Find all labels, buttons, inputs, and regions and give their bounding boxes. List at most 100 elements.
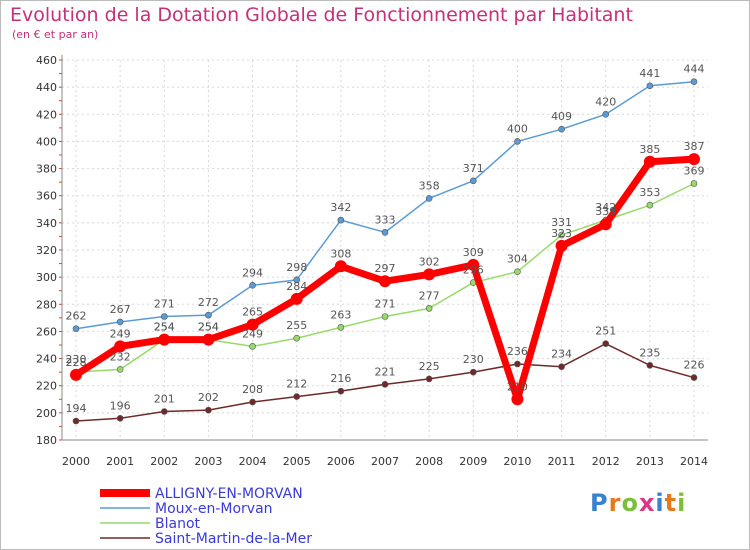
point-saint-martin-de-la-mer-2008 [425,375,433,383]
label-blanot-2012: 342 [595,201,616,214]
label-blanot-2005: 255 [286,319,307,332]
label-blanot-2006: 263 [330,308,351,321]
point-saint-martin-de-la-mer-2013 [646,362,654,369]
x-tick-2010: 2010 [503,455,531,468]
label-blanot-2003: 254 [198,321,219,334]
y-tick-220: 220 [36,380,57,393]
x-tick-2011: 2011 [548,455,576,468]
label-alligny-en-morvan-2007: 297 [375,262,396,275]
y-tick-380: 380 [36,163,57,176]
point-alligny-en-morvan-2002 [158,333,171,346]
point-alligny-en-morvan-2012 [599,218,612,231]
x-tick-2007: 2007 [371,455,399,468]
label-moux-en-morvan-2006: 342 [330,201,351,214]
label-saint-martin-de-la-mer-2011: 234 [551,348,572,361]
point-alligny-en-morvan-2008 [423,268,436,281]
point-moux-en-morvan-2004 [249,281,256,289]
y-tick-240: 240 [36,353,57,366]
point-alligny-en-morvan-2001 [114,340,127,353]
y-tick-400: 400 [36,135,57,148]
point-blanot-2007 [381,313,389,320]
label-saint-martin-de-la-mer-2008: 225 [419,360,440,373]
logo-letter: t [664,489,678,517]
point-alligny-en-morvan-2000 [70,368,82,381]
label-moux-en-morvan-2001: 267 [110,303,131,316]
label-moux-en-morvan-2007: 333 [375,213,396,226]
label-moux-en-morvan-2009: 371 [463,162,484,175]
label-alligny-en-morvan-2010: 210 [507,380,528,393]
y-tick-180: 180 [36,434,57,447]
legend: ALLIGNY-EN-MORVANMoux-en-MorvanBlanotSai… [100,486,312,547]
point-moux-en-morvan-2007 [381,229,389,236]
label-blanot-2008: 277 [419,289,440,302]
x-tick-2004: 2004 [239,455,267,468]
label-saint-martin-de-la-mer-2002: 201 [154,393,175,406]
point-alligny-en-morvan-2005 [290,292,303,305]
label-alligny-en-morvan-2005: 284 [286,280,307,293]
label-alligny-en-morvan-2009: 309 [463,246,484,259]
label-blanot-2007: 271 [375,298,396,311]
point-alligny-en-morvan-2014 [688,153,700,166]
logo-letter: i [677,489,687,517]
proxiti-logo: Proxiti [590,489,686,517]
x-tick-2012: 2012 [592,455,620,468]
point-moux-en-morvan-2010 [514,138,521,145]
point-saint-martin-de-la-mer-2009 [469,368,477,376]
legend-label-saint-martin-de-la-mer: Saint-Martin-de-la-Mer [155,531,312,547]
y-tick-300: 300 [36,271,57,284]
point-blanot-2008 [425,305,433,312]
point-blanot-2006 [337,324,345,331]
legend-label-blanot: Blanot [155,516,201,532]
label-moux-en-morvan-2013: 441 [639,67,660,80]
point-moux-en-morvan-2014 [690,78,698,86]
x-tick-2001: 2001 [106,455,134,468]
label-alligny-en-morvan-2001: 249 [110,327,131,340]
label-alligny-en-morvan-2013: 385 [639,143,660,156]
label-alligny-en-morvan-2006: 308 [330,247,351,260]
x-tick-2014: 2014 [680,455,708,468]
logo-letter: r [608,489,622,517]
label-saint-martin-de-la-mer-2005: 212 [286,378,307,391]
label-blanot-2011: 331 [551,216,572,229]
point-alligny-en-morvan-2011 [555,239,568,252]
x-tick-2003: 2003 [194,455,222,468]
point-saint-martin-de-la-mer-2012 [602,340,610,347]
label-alligny-en-morvan-2008: 302 [419,255,440,268]
logo-letter: x [638,489,656,517]
label-blanot-2009: 296 [463,264,484,277]
legend-label-moux-en-morvan: Moux-en-Morvan [155,501,273,517]
label-saint-martin-de-la-mer-2007: 221 [375,365,396,378]
point-saint-martin-de-la-mer-2001 [116,414,124,422]
point-moux-en-morvan-2013 [646,82,654,90]
y-tick-340: 340 [36,217,57,230]
point-saint-martin-de-la-mer-2000 [72,417,80,425]
axes [59,55,708,441]
label-saint-martin-de-la-mer-2013: 235 [639,346,660,359]
y-tick-200: 200 [36,407,57,420]
label-saint-martin-de-la-mer-2004: 208 [242,383,263,396]
point-alligny-en-morvan-2010 [511,393,524,406]
point-alligny-en-morvan-2007 [379,275,391,288]
label-blanot-2002: 254 [154,321,175,334]
label-blanot-2013: 353 [639,186,660,199]
label-alligny-en-morvan-2004: 265 [242,306,263,319]
point-blanot-2001 [116,366,124,373]
label-moux-en-morvan-2000: 262 [66,310,87,323]
label-blanot-2001: 232 [110,350,131,363]
y-tick-320: 320 [36,244,57,257]
point-saint-martin-de-la-mer-2005 [293,393,301,400]
label-saint-martin-de-la-mer-2001: 196 [110,399,131,412]
point-saint-martin-de-la-mer-2004 [249,398,256,406]
point-moux-en-morvan-2011 [558,125,565,133]
data-labels: 262 267 271 272 294 298 342 333 358 371 400 409 420 4… [66,63,705,415]
label-moux-en-morvan-2008: 358 [419,179,440,192]
point-blanot-2004 [249,343,256,350]
point-moux-en-morvan-2002 [160,313,168,320]
label-moux-en-morvan-2012: 420 [595,95,616,108]
point-moux-en-morvan-2012 [602,110,610,118]
chart-subtitle: (en € et par an) [12,28,99,41]
label-saint-martin-de-la-mer-2006: 216 [330,372,351,385]
y-tick-420: 420 [36,108,57,121]
logo-letter: i [655,489,665,517]
